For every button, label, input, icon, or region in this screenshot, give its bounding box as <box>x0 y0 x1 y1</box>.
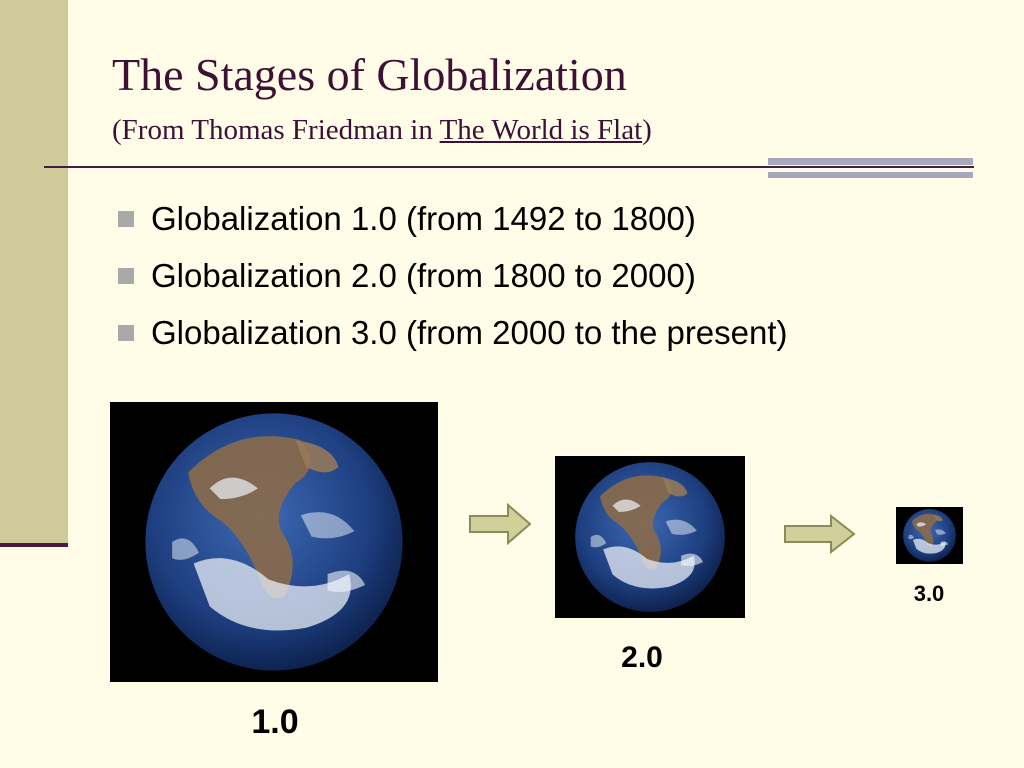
square-bullet-icon <box>118 211 134 227</box>
subtitle-suffix: ) <box>642 114 652 146</box>
stage-label-1: 1.0 <box>251 703 299 741</box>
page-subtitle: (From Thomas Friedman in The World is Fl… <box>112 112 652 148</box>
accent-bar-top <box>768 158 973 165</box>
sidebar-divider <box>0 543 68 547</box>
title-divider <box>44 166 974 168</box>
square-bullet-icon <box>118 268 134 284</box>
bullet-item: Globalization 1.0 (from 1492 to 1800) <box>116 196 788 253</box>
right-arrow-icon <box>784 514 856 554</box>
bullet-text: Globalization 1.0 (from 1492 to 1800) <box>151 200 696 237</box>
stage-label-2: 2.0 <box>621 641 663 674</box>
bullet-text: Globalization 2.0 (from 1800 to 2000) <box>151 257 696 294</box>
bullet-item: Globalization 2.0 (from 1800 to 2000) <box>116 253 788 310</box>
bullet-text: Globalization 3.0 (from 2000 to the pres… <box>151 314 788 351</box>
book-title: The World is Flat <box>439 114 643 146</box>
page-title: The Stages of Globalization <box>112 49 627 100</box>
stage-label-3: 3.0 <box>913 581 945 606</box>
earth-globe-medium <box>555 456 745 618</box>
earth-globe-icon <box>903 509 956 562</box>
earth-globe-icon <box>145 413 403 671</box>
bullet-item: Globalization 3.0 (from 2000 to the pres… <box>116 310 788 367</box>
square-bullet-icon <box>118 325 134 341</box>
subtitle-prefix: (From Thomas Friedman in <box>112 114 440 146</box>
right-arrow-icon <box>469 503 532 545</box>
sidebar-band <box>0 0 68 545</box>
earth-globe-large <box>110 402 438 682</box>
accent-bar-bottom <box>768 172 973 178</box>
earth-globe-icon <box>575 462 725 612</box>
bullet-list: Globalization 1.0 (from 1492 to 1800) Gl… <box>116 196 788 367</box>
earth-globe-small <box>896 507 963 564</box>
